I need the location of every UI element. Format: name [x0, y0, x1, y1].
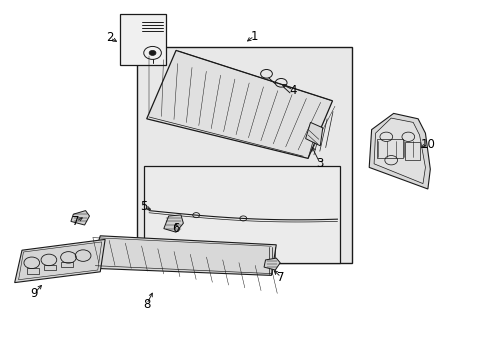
Text: 10: 10	[420, 138, 434, 150]
Bar	[404, 142, 419, 160]
Bar	[61, 262, 73, 267]
Text: 5: 5	[140, 201, 148, 213]
Text: 7: 7	[72, 215, 80, 228]
Polygon shape	[163, 215, 183, 232]
Text: 4: 4	[289, 84, 297, 96]
Bar	[376, 139, 403, 158]
Bar	[27, 268, 39, 274]
Polygon shape	[90, 236, 276, 275]
Polygon shape	[15, 239, 105, 283]
Bar	[120, 14, 166, 65]
Polygon shape	[264, 258, 280, 270]
Text: 3: 3	[316, 157, 324, 170]
Text: 8: 8	[142, 298, 150, 311]
Polygon shape	[146, 50, 332, 158]
Polygon shape	[305, 122, 322, 146]
Bar	[144, 166, 339, 263]
Polygon shape	[373, 118, 425, 184]
Text: 1: 1	[250, 30, 258, 42]
Text: 9: 9	[30, 287, 38, 300]
Circle shape	[149, 50, 156, 55]
Polygon shape	[71, 211, 89, 225]
Text: 2: 2	[106, 31, 114, 44]
Polygon shape	[368, 113, 429, 189]
Bar	[44, 265, 56, 270]
Text: 7: 7	[277, 271, 285, 284]
Bar	[137, 47, 351, 263]
Text: 6: 6	[172, 222, 180, 235]
